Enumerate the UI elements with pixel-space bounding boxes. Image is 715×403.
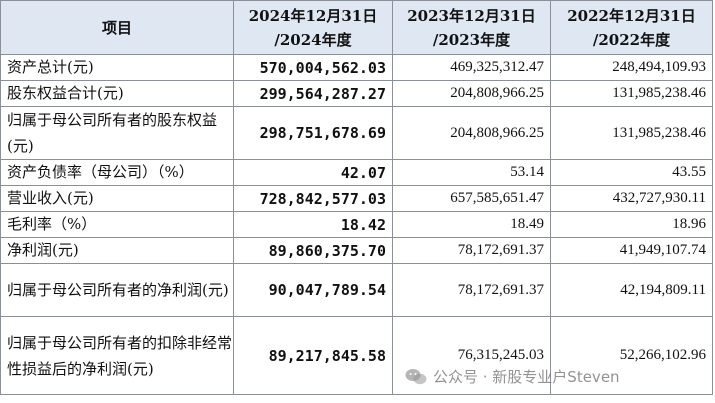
header-2023: 2023年12月31日 /2023年度 <box>392 0 551 55</box>
financial-summary-table: 项目 2024年12月31日 /2024年度 2023年12月31日 /2023… <box>0 0 713 395</box>
row-label: 资产总计(元) <box>0 54 234 81</box>
value-2022: 42,194,809.11 <box>550 263 713 317</box>
table-row: 净利润(元) 89,860,375.70 78,172,691.37 41,94… <box>0 237 713 264</box>
value-2022: 41,949,107.74 <box>550 237 713 264</box>
table-row: 归属于母公司所有者的股东权益(元) 298,751,678.69 204,808… <box>0 106 713 160</box>
header-2022: 2022年12月31日 /2022年度 <box>550 0 713 55</box>
value-2023: 204,808,966.25 <box>392 80 551 107</box>
table-row: 归属于母公司所有者的扣除非经常性损益后的净利润(元) 89,217,845.58… <box>0 316 713 395</box>
value-2023: 204,808,966.25 <box>392 106 551 160</box>
value-2022: 131,985,238.46 <box>550 106 713 160</box>
row-label: 归属于母公司所有者的净利润(元) <box>0 263 234 317</box>
row-label: 毛利率（%） <box>0 211 234 238</box>
table-row: 股东权益合计(元) 299,564,287.27 204,808,966.25 … <box>0 80 713 107</box>
value-2022: 248,494,109.93 <box>550 54 713 81</box>
table-row: 资产总计(元) 570,004,562.03 469,325,312.47 24… <box>0 54 713 81</box>
row-label: 归属于母公司所有者的扣除非经常性损益后的净利润(元) <box>0 316 234 395</box>
row-label: 净利润(元) <box>0 237 234 264</box>
header-item: 项目 <box>0 0 234 55</box>
value-2024: 570,004,562.03 <box>233 54 393 81</box>
row-label: 归属于母公司所有者的股东权益(元) <box>0 106 234 160</box>
row-label: 股东权益合计(元) <box>0 80 234 107</box>
value-2023: 76,315,245.03 <box>392 316 551 395</box>
value-2023: 469,325,312.47 <box>392 54 551 81</box>
row-label: 营业收入(元) <box>0 185 234 212</box>
table-row: 营业收入(元) 728,842,577.03 657,585,651.47 43… <box>0 185 713 212</box>
value-2022: 43.55 <box>550 159 713 186</box>
value-2022: 131,985,238.46 <box>550 80 713 107</box>
value-2024: 299,564,287.27 <box>233 80 393 107</box>
table-row: 毛利率（%） 18.42 18.49 18.96 <box>0 211 713 238</box>
value-2024: 298,751,678.69 <box>233 106 393 160</box>
value-2022: 52,266,102.96 <box>550 316 713 395</box>
value-2023: 78,172,691.37 <box>392 263 551 317</box>
value-2023: 657,585,651.47 <box>392 185 551 212</box>
value-2022: 18.96 <box>550 211 713 238</box>
row-label: 资产负债率（母公司）（%） <box>0 159 234 186</box>
value-2023: 18.49 <box>392 211 551 238</box>
header-2024: 2024年12月31日 /2024年度 <box>233 0 393 55</box>
value-2024: 89,217,845.58 <box>233 316 393 395</box>
value-2024: 89,860,375.70 <box>233 237 393 264</box>
value-2023: 53.14 <box>392 159 551 186</box>
table-row: 资产负债率（母公司）（%） 42.07 53.14 43.55 <box>0 159 713 186</box>
value-2024: 90,047,789.54 <box>233 263 393 317</box>
value-2024: 18.42 <box>233 211 393 238</box>
value-2024: 42.07 <box>233 159 393 186</box>
value-2023: 78,172,691.37 <box>392 237 551 264</box>
value-2024: 728,842,577.03 <box>233 185 393 212</box>
header-row: 项目 2024年12月31日 /2024年度 2023年12月31日 /2023… <box>0 0 713 55</box>
value-2022: 432,727,930.11 <box>550 185 713 212</box>
table-row: 归属于母公司所有者的净利润(元) 90,047,789.54 78,172,69… <box>0 263 713 317</box>
